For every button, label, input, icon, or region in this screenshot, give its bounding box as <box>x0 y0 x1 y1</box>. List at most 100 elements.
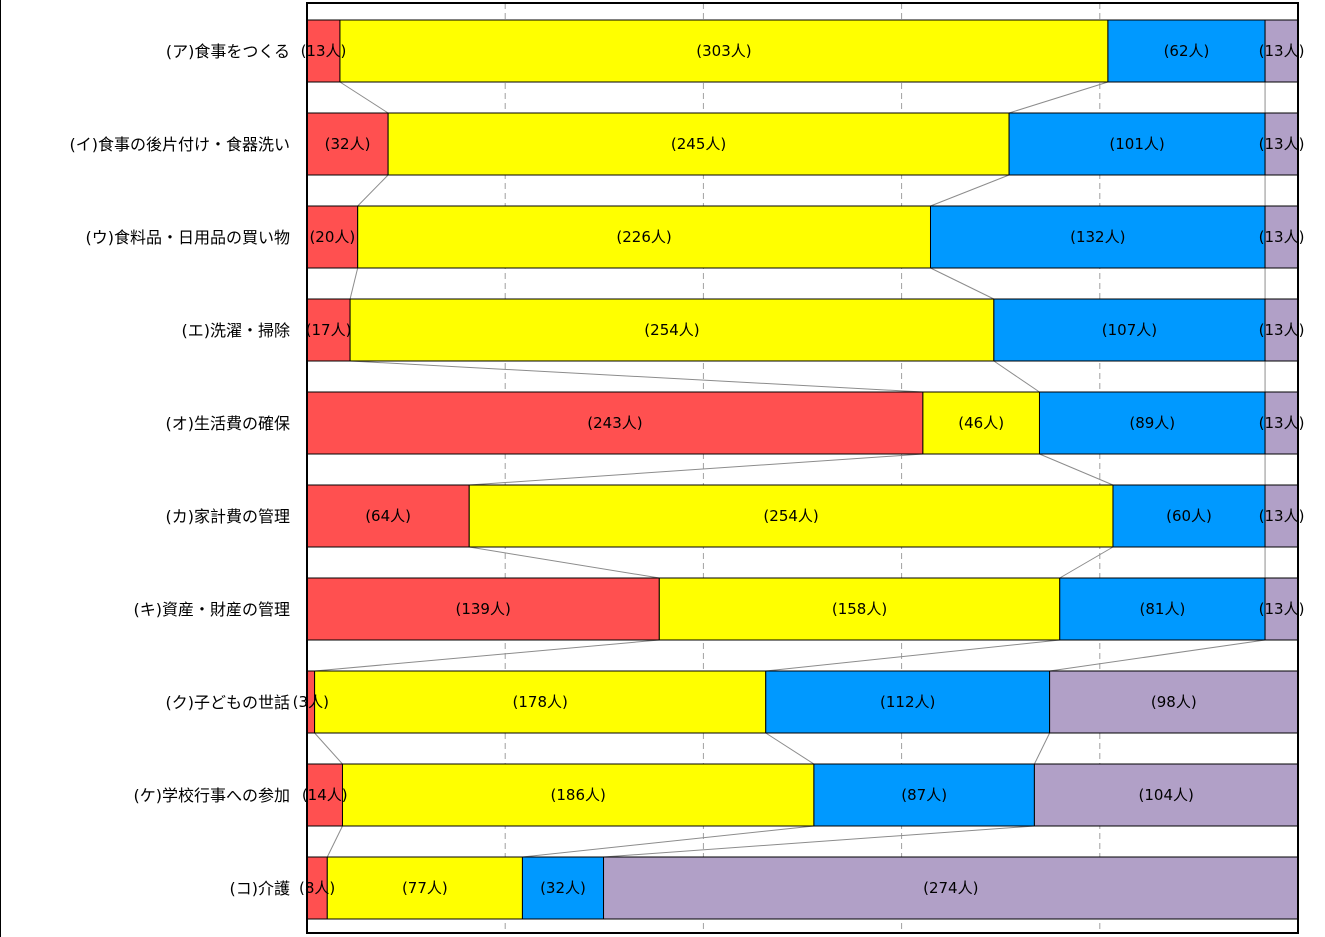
series-line <box>522 825 814 858</box>
bar-segment <box>603 856 1299 920</box>
data-label: (254人) <box>644 321 699 339</box>
data-label: (32人) <box>540 879 586 897</box>
bar-segment <box>306 577 660 641</box>
data-label: (81人) <box>1140 600 1186 618</box>
series-line <box>314 732 343 765</box>
series-line <box>1039 453 1114 486</box>
bar-segment <box>306 19 341 83</box>
bar-segment <box>1008 112 1266 176</box>
category-label: (キ)資産・財産の管理 <box>134 600 291 619</box>
data-label: (226人) <box>616 228 671 246</box>
series-line <box>350 360 923 393</box>
series-line <box>339 81 389 114</box>
bar-segment <box>922 391 1040 455</box>
bars <box>306 19 1299 920</box>
data-label: (17人) <box>306 321 352 339</box>
category-labels: (ア)食事をつくる (イ)食事の後片付け・食器洗い (ウ)食料品・日用品の買い物 (エ… <box>70 42 291 898</box>
data-label: (13人) <box>1259 600 1305 618</box>
data-label: (186人) <box>551 786 606 804</box>
data-label: (104人) <box>1139 786 1194 804</box>
series-line <box>469 453 923 486</box>
data-label: (46人) <box>958 414 1004 432</box>
data-label: (243人) <box>587 414 642 432</box>
bar-segment <box>1264 112 1299 176</box>
bar-segment <box>1112 484 1266 548</box>
category-label: (ア)食事をつくる <box>166 42 290 61</box>
series-line <box>1008 81 1109 114</box>
data-label: (101人) <box>1109 135 1164 153</box>
data-label: (89人) <box>1129 414 1175 432</box>
bar-segment <box>993 298 1266 362</box>
data-label: (3人) <box>293 693 329 711</box>
data-label: (98人) <box>1151 693 1197 711</box>
series-line <box>1059 546 1114 579</box>
category-label: (エ)洗濯・掃除 <box>182 321 291 340</box>
data-label: (107人) <box>1102 321 1157 339</box>
bar-segment <box>1264 298 1299 362</box>
data-label: (87人) <box>901 786 947 804</box>
data-label: (245人) <box>671 135 726 153</box>
bar-segment <box>306 391 924 455</box>
category-label: (イ)食事の後片付け・食器洗い <box>70 135 291 154</box>
bar-segment <box>306 763 343 827</box>
series-line <box>314 639 660 672</box>
series-line <box>349 267 359 300</box>
bar-segment <box>1264 205 1299 269</box>
bar-segment <box>339 19 1109 83</box>
series-line <box>993 360 1040 393</box>
category-label: (ク)子どもの世話 <box>166 693 291 712</box>
bar-segment <box>306 205 359 269</box>
data-label: (303人) <box>696 42 751 60</box>
bar-segment <box>929 205 1266 269</box>
bar-segment <box>306 484 470 548</box>
data-label: (139人) <box>455 600 510 618</box>
data-label: (8人) <box>299 879 335 897</box>
data-label: (64人) <box>365 507 411 525</box>
bar-segment <box>1107 19 1266 83</box>
bar-segment <box>349 298 995 362</box>
category-label: (ケ)学校行事への参加 <box>134 786 291 805</box>
bar-segment <box>1059 577 1266 641</box>
bar-segment <box>658 577 1061 641</box>
series-line <box>930 174 1010 207</box>
bar-segment <box>306 112 389 176</box>
data-label: (77人) <box>402 879 448 897</box>
data-label: (112人) <box>880 693 935 711</box>
data-label: (32人) <box>325 135 371 153</box>
data-label: (158人) <box>832 600 887 618</box>
bar-segment <box>468 484 1114 548</box>
data-label: (60人) <box>1166 507 1212 525</box>
bar-segment <box>326 856 523 920</box>
data-label: (132人) <box>1070 228 1125 246</box>
data-label: (20人) <box>309 228 355 246</box>
bar-segment <box>306 298 351 362</box>
data-label: (13人) <box>1259 414 1305 432</box>
series-line <box>930 267 995 300</box>
data-label: (13人) <box>1259 135 1305 153</box>
data-label: (178人) <box>513 693 568 711</box>
category-label: (ウ)食料品・日用品の買い物 <box>86 228 291 247</box>
bar-segment <box>1038 391 1266 455</box>
series-line <box>469 546 660 579</box>
series-line <box>1049 639 1266 672</box>
series-lines <box>314 81 1266 858</box>
category-label: (カ)家計費の管理 <box>166 507 291 526</box>
data-label: (13人) <box>1259 507 1305 525</box>
data-label: (14人) <box>302 786 348 804</box>
data-label: (13人) <box>1259 42 1305 60</box>
data-label: (13人) <box>301 42 347 60</box>
series-line <box>765 732 815 765</box>
data-label: (62人) <box>1164 42 1210 60</box>
data-label: (13人) <box>1259 228 1305 246</box>
series-line <box>765 639 1060 672</box>
series-line <box>1033 732 1051 765</box>
category-label: (コ)介護 <box>230 879 291 898</box>
series-line <box>357 174 389 207</box>
series-line <box>326 825 343 858</box>
category-label: (オ)生活費の確保 <box>166 414 291 433</box>
data-label: (13人) <box>1259 321 1305 339</box>
bar-segment <box>765 670 1051 734</box>
data-labels: (13人) (303人) (62人) (13人) (32人) (245人) (101人) (1… <box>293 42 1305 897</box>
bar-segment <box>1264 484 1299 548</box>
